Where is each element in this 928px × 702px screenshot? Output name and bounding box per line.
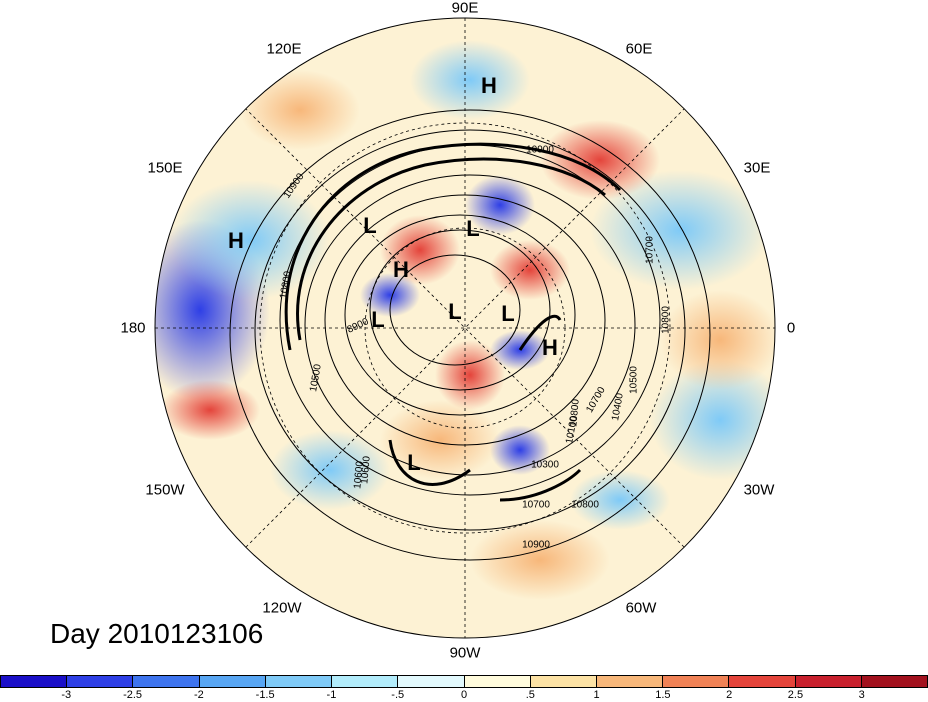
- contour-label: 10900: [526, 144, 554, 156]
- colorbar-swatch: [265, 676, 333, 687]
- lon-label-120w: 120W: [262, 599, 302, 617]
- lon-label-90e: 90E: [451, 0, 479, 17]
- pressure-center-low: L: [501, 301, 515, 326]
- colorbar-tick-label: 2.5: [787, 689, 804, 701]
- colorbar-swatch: [1, 676, 68, 687]
- colorbar-swatch: [67, 676, 134, 687]
- pressure-center-high: H: [228, 228, 244, 253]
- contour-label: 10800: [660, 306, 672, 334]
- lon-label-60e: 60E: [625, 40, 653, 58]
- colorbar-tick-label: -3: [61, 689, 72, 701]
- lon-label-30w: 30W: [743, 481, 775, 499]
- colorbar-swatch: [332, 676, 399, 687]
- colorbar-swatch: [663, 676, 730, 687]
- colorbar-tick-label: 1.5: [655, 689, 671, 701]
- colorbar-tick-label: -2.5: [123, 689, 143, 701]
- lon-label-180: 180: [120, 319, 146, 337]
- lon-label-60w: 60W: [625, 599, 657, 617]
- lon-label-0: 0: [786, 319, 796, 337]
- colorbar-swatch: [530, 676, 597, 687]
- colorbar-swatch: [861, 676, 928, 687]
- contour-label: 10700: [522, 499, 550, 511]
- colorbar-tick-label: -2: [193, 689, 204, 701]
- pressure-center-high: H: [481, 73, 497, 98]
- lon-label-30e: 30E: [743, 159, 771, 177]
- contour-label: 10300: [531, 459, 559, 471]
- colorbar-tick-label: -1: [326, 689, 337, 701]
- lon-label-90w: 90W: [449, 644, 481, 662]
- lon-label-150e: 150E: [147, 159, 183, 177]
- lon-label-120e: 120E: [266, 40, 302, 58]
- colorbar-tick-label: -1.5: [255, 689, 275, 701]
- pressure-center-low: L: [363, 213, 377, 238]
- colorbar-swatch: [464, 676, 531, 687]
- contour-label: 10900: [522, 539, 550, 551]
- contour-label: 10800: [571, 499, 599, 511]
- pressure-center-high: H: [393, 257, 409, 282]
- colorbar-swatch: [729, 676, 796, 687]
- colorbar-tick-label: 1: [593, 689, 600, 701]
- colorbar-tick-label: 0: [460, 689, 468, 701]
- colorbar-tick-label: .5: [525, 689, 535, 701]
- lon-label-150w: 150W: [145, 481, 185, 499]
- colorbar-tick-label: 3: [858, 689, 865, 701]
- colorbar-swatch: [133, 676, 200, 687]
- contour-label: 10500: [628, 366, 640, 394]
- colorbar-swatch: [199, 676, 266, 687]
- page-title: Day 2010123106: [50, 618, 264, 649]
- colorbar-swatch: [795, 676, 862, 687]
- colorbar-tick-label: -.5: [391, 689, 405, 701]
- colorbar: [0, 675, 928, 688]
- pressure-center-low: L: [371, 307, 385, 332]
- contour-label: 10700: [644, 236, 656, 264]
- pressure-center-high: H: [542, 335, 558, 360]
- colorbar-swatch: [398, 676, 465, 687]
- pressure-center-low: L: [407, 450, 421, 475]
- colorbar-swatch: [596, 676, 664, 687]
- pressure-center-low: L: [466, 216, 480, 241]
- pressure-center-low: L: [448, 299, 462, 324]
- anomaly-field: [155, 18, 775, 638]
- colorbar-tick-label: 2: [726, 689, 733, 701]
